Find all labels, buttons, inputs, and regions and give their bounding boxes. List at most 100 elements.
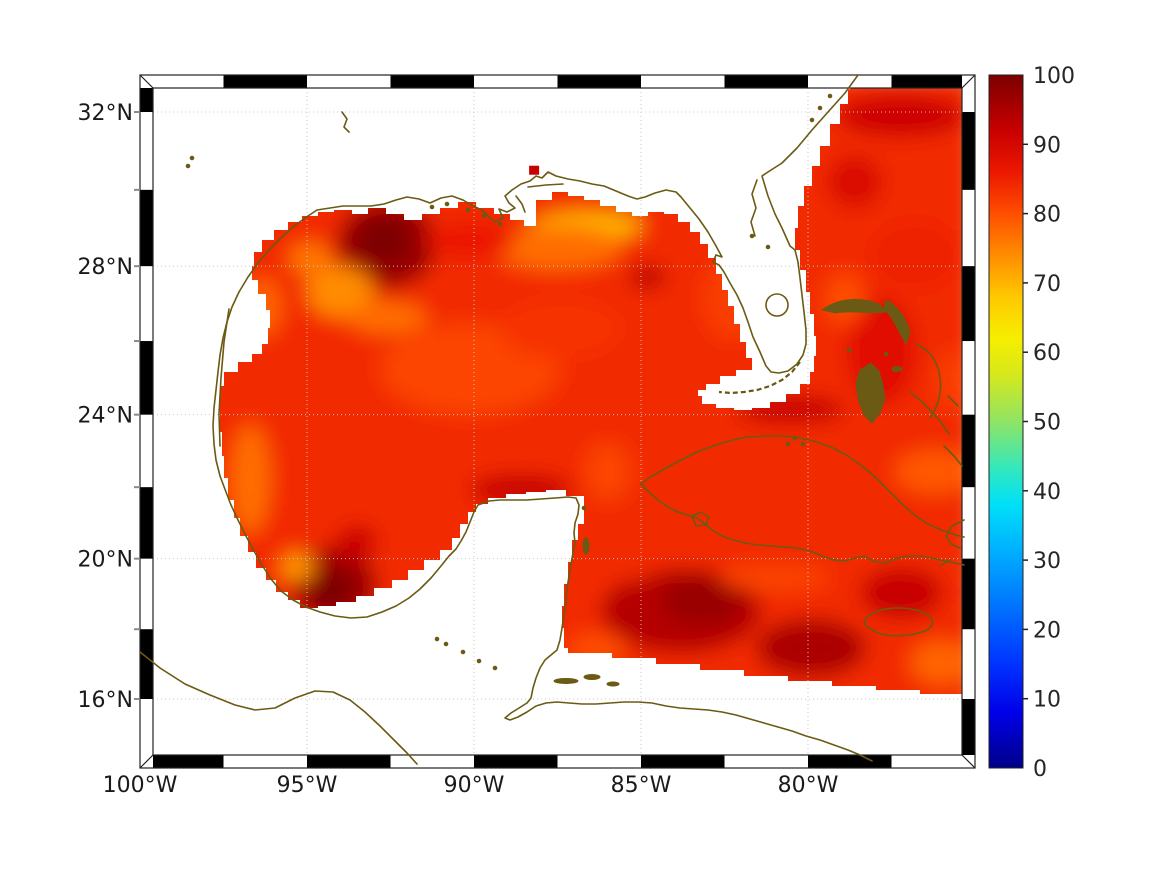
islet-speck: [792, 435, 798, 441]
coast-pacific: [140, 651, 418, 765]
x-tick-label: 90°W: [444, 773, 505, 798]
river-st-johns: [750, 179, 758, 237]
colorbar-tick-label: 70: [1033, 272, 1061, 297]
islet-speck: [460, 649, 466, 655]
map-frame: [134, 74, 976, 769]
data-heatmap: [220, 88, 962, 694]
y-tick-label: 20°N: [78, 548, 133, 573]
islet-speck: [749, 233, 755, 239]
island-andros: [855, 362, 886, 424]
colorbar-tick-label: 0: [1033, 757, 1047, 782]
colorbar-tick-label: 20: [1033, 618, 1061, 643]
colorbar-tick-label: 50: [1033, 411, 1061, 436]
island-bay-islands: [583, 674, 601, 680]
island-exuma-chain: [909, 391, 950, 435]
heatmap-feature: [280, 552, 314, 582]
island-chandeleur: [515, 195, 526, 213]
heatmap-feature: [347, 301, 428, 335]
island-cat-island: [947, 395, 959, 407]
heatmap-feature: [736, 394, 847, 424]
heatmap-feature: [909, 640, 962, 685]
heatmap-feature: [307, 266, 374, 318]
heatmap-feature: [836, 93, 962, 138]
graticule-grid: [153, 88, 962, 755]
isolated-data-pixel: [529, 165, 540, 175]
islet-speck: [444, 201, 450, 207]
frame-block: [140, 189, 153, 267]
frame-block: [390, 75, 474, 88]
islet-speck: [189, 155, 195, 161]
heatmap-feature: [869, 220, 960, 290]
colorbar-gradient: [988, 74, 1024, 769]
axis-labels: 100°W 95°W 90°W 85°W 80°W 32°N 28°N 24°N 20°N 16°…: [78, 101, 839, 798]
islet-speck: [581, 505, 587, 511]
frame-block: [140, 88, 153, 112]
islet-speck: [809, 117, 815, 123]
y-tick-label: 32°N: [78, 101, 133, 126]
frame-corner-miter: [961, 754, 976, 769]
heatmap-feature: [468, 473, 573, 507]
frame-block: [891, 75, 962, 88]
islet-speck: [492, 665, 498, 671]
islet-speck: [827, 93, 833, 99]
islet-speck: [883, 351, 889, 357]
frame-block: [307, 755, 391, 768]
coast-cuba-north: [640, 435, 965, 538]
heatmap-feature: [307, 568, 354, 610]
islet-speck: [785, 441, 791, 447]
heatmap-feature: [756, 618, 867, 678]
frame-block: [808, 755, 892, 768]
y-tick-label: 16°N: [78, 688, 133, 713]
frame-block: [962, 414, 975, 488]
y-tick-label: 28°N: [78, 255, 133, 280]
islet-speck: [817, 105, 823, 111]
frame-corner-miter: [139, 754, 154, 769]
x-tick-label: 95°W: [277, 773, 338, 798]
heatmap-feature: [826, 154, 884, 210]
colorbar-tick-label: 10: [1033, 688, 1061, 713]
island-new-providence: [891, 366, 903, 372]
islet-speck: [434, 636, 440, 642]
frame-block: [557, 75, 641, 88]
colorbar-tick-label: 40: [1033, 480, 1061, 505]
coast-hispaniola: [939, 519, 965, 567]
heatmap-feature: [719, 565, 830, 591]
colorbar-tick-label: 80: [1033, 203, 1061, 228]
islet-speck: [476, 658, 482, 664]
coast-mainland: [212, 75, 873, 762]
frame-corner-miter: [961, 74, 976, 89]
heatmap-blobs: [220, 88, 962, 694]
frame-block: [962, 558, 975, 630]
coast-cuba-south: [640, 483, 965, 566]
heatmap-feature: [894, 449, 962, 494]
islet-speck: [443, 641, 449, 647]
heatmap-feature: [661, 574, 742, 626]
island-bay-islands: [606, 681, 620, 687]
islet-speck: [497, 221, 503, 227]
heatmap-feature: [357, 218, 411, 263]
frame-block: [724, 75, 808, 88]
frame-block: [962, 699, 975, 755]
island-long-island: [943, 445, 963, 467]
heatmap-feature: [335, 524, 379, 558]
island-eleuthera: [915, 343, 942, 419]
frame-block: [962, 112, 975, 190]
y-tick-label: 24°N: [78, 404, 133, 429]
barrier-texas-lagoon: [218, 308, 230, 447]
heatmap-feature: [288, 242, 333, 276]
islet-speck: [185, 163, 191, 169]
x-tick-label: 80°W: [778, 773, 839, 798]
frame-block: [140, 629, 153, 699]
x-tick-label: 85°W: [611, 773, 672, 798]
heatmap-feature: [585, 537, 663, 582]
frame-block: [641, 755, 725, 768]
island-juventud: [691, 511, 710, 527]
frame-block: [153, 755, 224, 768]
frame-block: [962, 266, 975, 342]
island-florida-keys: [718, 361, 801, 395]
heatmap-feature: [230, 423, 271, 535]
heatmap-feature: [245, 277, 282, 336]
frame-block: [140, 341, 153, 415]
